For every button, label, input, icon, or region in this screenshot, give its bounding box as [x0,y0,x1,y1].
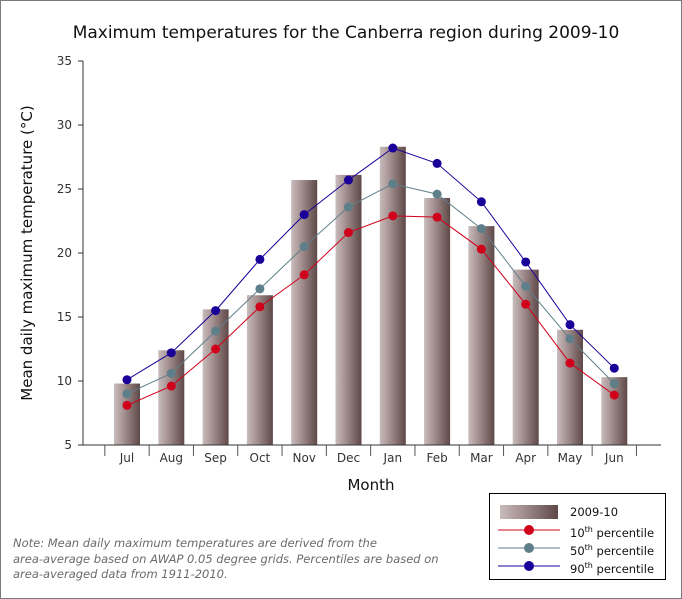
point-p10-feb [432,212,442,222]
legend-label-p50: 50th percentile [570,543,655,558]
y-tick-label: 30 [57,118,72,132]
legend-item-p90: 90th percentile [498,558,663,576]
point-p50-aug [166,368,176,378]
point-p50-feb [432,189,442,199]
x-tick-label-dec: Dec [337,451,360,465]
legend-label-p10: 10th percentile [570,525,655,540]
x-tick-label-sep: Sep [204,451,227,465]
legend-item-p50: 50th percentile [498,540,663,558]
point-p90-jan [388,143,398,153]
legend-p90-swatch [498,561,560,571]
point-p10-mar [476,244,486,254]
point-p90-nov [299,210,309,220]
chart-title: Maximum temperatures for the Canberra re… [73,23,620,43]
bar-dec [335,174,362,446]
legend-bar-swatch [500,505,558,519]
point-p50-mar [476,224,486,234]
footnote-line-1: Note: Mean daily maximum temperatures ar… [13,536,377,550]
point-p50-dec [344,202,353,212]
point-p10-sep [211,344,221,354]
bar-may [557,329,583,445]
point-p90-jul [122,375,132,385]
x-axis-title: Month [347,476,394,494]
y-axis: 5 10 15 20 25 30 35 [57,54,84,452]
y-tick-label: 10 [57,374,72,388]
point-p50-jul [122,389,132,399]
footnote-line-3: area-averaged data from 1911-2010. [13,567,228,581]
point-p10-jul [122,400,132,410]
point-p10-oct [255,302,265,312]
point-p10-jun [609,390,619,400]
point-p90-feb [432,158,442,168]
line-p90 [126,147,615,381]
point-p90-sep [211,306,221,316]
point-p90-may [565,320,575,330]
point-p50-oct [255,284,265,294]
chart-legend: 2009-10 10th percentile 50th percentile … [489,493,666,580]
bar-mar [468,226,495,445]
point-p90-oct [255,254,265,264]
legend-label-2009-10: 2009-10 [570,505,619,519]
x-tick-label-apr: Apr [515,451,536,465]
point-p10-jan [388,211,398,221]
y-tick-label: 5 [64,438,72,452]
series-p90 [122,143,619,385]
bar-aug [158,350,185,445]
bar-feb [424,197,451,445]
x-tick-label-jun: Jun [604,451,624,465]
point-p90-apr [521,257,531,267]
bar-series [114,146,628,446]
legend-item-p10: 10th percentile [498,522,663,540]
point-p50-sep [211,326,221,336]
series-p50 [122,179,619,399]
legend-p10-swatch [498,525,560,535]
x-tick-label-aug: Aug [160,451,183,465]
x-tick-label-mar: Mar [470,451,493,465]
bar-apr [512,269,539,445]
point-p10-aug [166,381,176,391]
y-axis-title: Mean daily maximum temperature (°C) [18,105,36,400]
point-p90-mar [476,197,486,207]
point-p10-may [565,358,575,368]
bar-nov [291,180,318,446]
y-tick-label: 25 [57,182,72,196]
line-p50 [126,183,615,395]
point-p90-jun [609,363,619,373]
footnote: Note: Mean daily maximum temperatures ar… [13,536,483,583]
bar-oct [246,295,273,445]
point-p90-dec [344,175,353,185]
y-tick-label: 20 [57,246,72,260]
point-p10-apr [521,299,531,309]
legend-p50-swatch [498,543,560,553]
point-p50-jun [609,379,619,389]
legend-label-p90: 90th percentile [570,561,655,576]
point-p50-nov [299,242,309,252]
x-tick-label-jul: Jul [119,451,134,465]
x-axis: Jul Aug Sep Oct Nov Dec Jan Feb Mar Apr May Jun [83,444,661,465]
series-p10 [122,211,619,410]
line-p10 [126,215,615,406]
y-tick-label: 35 [57,54,72,68]
x-tick-label-nov: Nov [292,451,315,465]
bar-jan [379,146,406,445]
x-tick-label-feb: Feb [426,451,447,465]
point-p90-aug [166,348,176,358]
x-tick-label-may: May [558,451,583,465]
footnote-line-2: area-average based on AWAP 0.05 degree g… [13,551,439,566]
point-p50-may [565,334,575,344]
percentile-lines [122,143,619,410]
point-p10-dec [344,228,353,238]
point-p10-nov [299,270,309,280]
x-tick-label-jan: Jan [383,451,403,465]
x-tick-label-oct: Oct [250,451,271,465]
point-p50-jan [388,179,398,189]
legend-item-2009-10: 2009-10 [498,504,663,520]
y-tick-label: 15 [57,310,72,324]
point-p50-apr [521,281,531,291]
